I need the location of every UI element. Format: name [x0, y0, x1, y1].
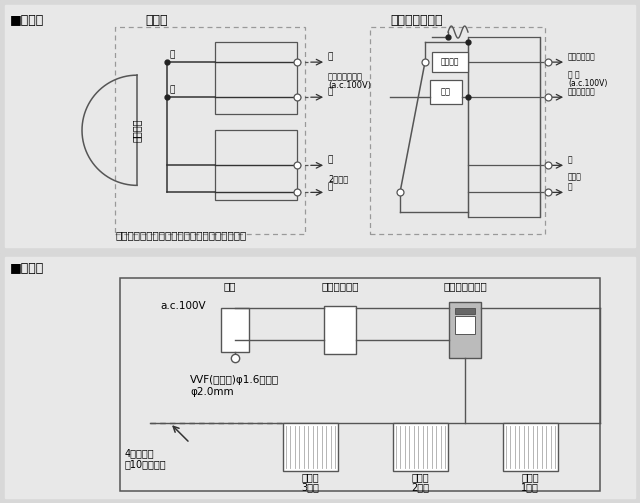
Text: 黒: 黒	[568, 183, 573, 191]
Text: 2台目へ: 2台目へ	[328, 175, 348, 184]
Text: モーター: モーター	[132, 119, 142, 142]
Bar	[221, 308, 249, 352]
Text: (a.c.100V): (a.c.100V)	[328, 81, 371, 90]
Text: 自路: 自路	[441, 88, 451, 97]
Bar	[430, 80, 462, 104]
Text: 黒: 黒	[328, 52, 333, 61]
Text: タイムスイッチ: タイムスイッチ	[390, 14, 442, 27]
Text: 白（接地侧）: 白（接地侧）	[568, 87, 596, 96]
Text: 白: 白	[328, 87, 333, 96]
Text: 換気扇: 換気扇	[301, 472, 319, 482]
Text: 白: 白	[328, 155, 333, 164]
Text: 4台目以降: 4台目以降	[125, 448, 155, 458]
Bar	[455, 308, 475, 314]
Text: 漏電ブレーカ: 漏電ブレーカ	[321, 282, 359, 291]
Bar	[449, 302, 481, 358]
Bar	[120, 279, 600, 491]
Text: タイムスイッチ: タイムスイッチ	[328, 72, 363, 81]
Bar	[503, 423, 558, 471]
Text: 白: 白	[568, 155, 573, 164]
Bar	[283, 423, 338, 471]
Text: 換気扇: 換気扇	[568, 173, 582, 182]
Text: ■結線図: ■結線図	[10, 14, 44, 27]
Text: ■配線図: ■配線図	[10, 263, 44, 276]
Text: 黒: 黒	[169, 50, 174, 59]
Bar	[215, 130, 297, 200]
Text: 電 源: 電 源	[568, 70, 580, 79]
Text: 白: 白	[169, 85, 174, 94]
Text: 1台目: 1台目	[521, 482, 539, 492]
Text: VVF(市販品)φ1.6または: VVF(市販品)φ1.6または	[190, 375, 279, 385]
Text: ヒューズ: ヒューズ	[441, 58, 460, 66]
Text: 換気扇: 換気扇	[145, 14, 168, 27]
Text: 破線部分の結線は現地にて施工してください。: 破線部分の結線は現地にて施工してください。	[115, 230, 246, 240]
Text: a.c.100V: a.c.100V	[160, 301, 205, 311]
Text: φ2.0mm: φ2.0mm	[190, 387, 234, 397]
Text: 黒（活線侧）: 黒（活線侧）	[568, 52, 596, 61]
Text: （10台まで）: （10台まで）	[125, 459, 166, 469]
Bar	[393, 423, 448, 471]
Bar	[324, 306, 356, 354]
Text: (a.c.100V): (a.c.100V)	[568, 79, 607, 88]
Bar	[432, 52, 468, 72]
Bar	[455, 316, 475, 334]
Bar	[468, 37, 540, 217]
Bar	[115, 27, 305, 234]
Text: タイムスイッチ: タイムスイッチ	[443, 282, 487, 291]
Bar	[215, 42, 297, 114]
Text: 電源: 電源	[224, 282, 236, 291]
Bar	[370, 27, 545, 234]
Text: 換気扇: 換気扇	[411, 472, 429, 482]
Text: 2台目: 2台目	[411, 482, 429, 492]
Text: 黒: 黒	[328, 183, 333, 191]
Text: 3台目: 3台目	[301, 482, 319, 492]
Text: 換気扇: 換気扇	[521, 472, 539, 482]
